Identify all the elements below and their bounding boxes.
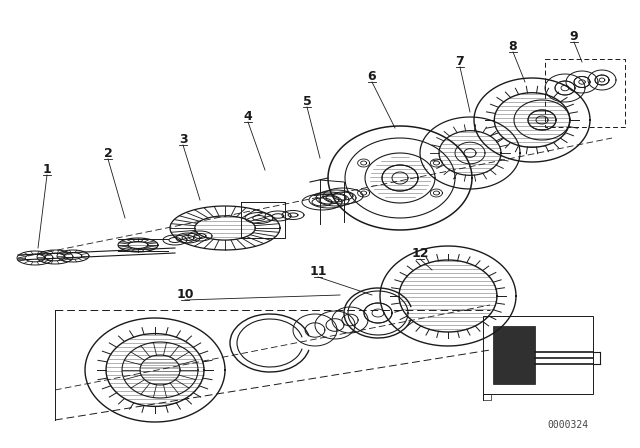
Text: 5: 5	[303, 95, 312, 108]
Bar	[483, 394, 491, 400]
Bar	[493, 326, 535, 384]
Bar	[545, 59, 625, 127]
Text: 8: 8	[509, 40, 517, 53]
Text: 6: 6	[368, 70, 376, 83]
Text: 12: 12	[412, 247, 429, 260]
Text: 10: 10	[176, 288, 194, 301]
Bar	[483, 316, 593, 394]
Text: 7: 7	[456, 55, 465, 68]
Text: 3: 3	[179, 133, 188, 146]
Text: 9: 9	[570, 30, 579, 43]
Text: 1: 1	[43, 163, 51, 176]
Text: 0000324: 0000324	[547, 420, 588, 430]
Text: 11: 11	[309, 265, 327, 278]
Text: 4: 4	[244, 110, 252, 123]
Text: 2: 2	[104, 147, 113, 160]
